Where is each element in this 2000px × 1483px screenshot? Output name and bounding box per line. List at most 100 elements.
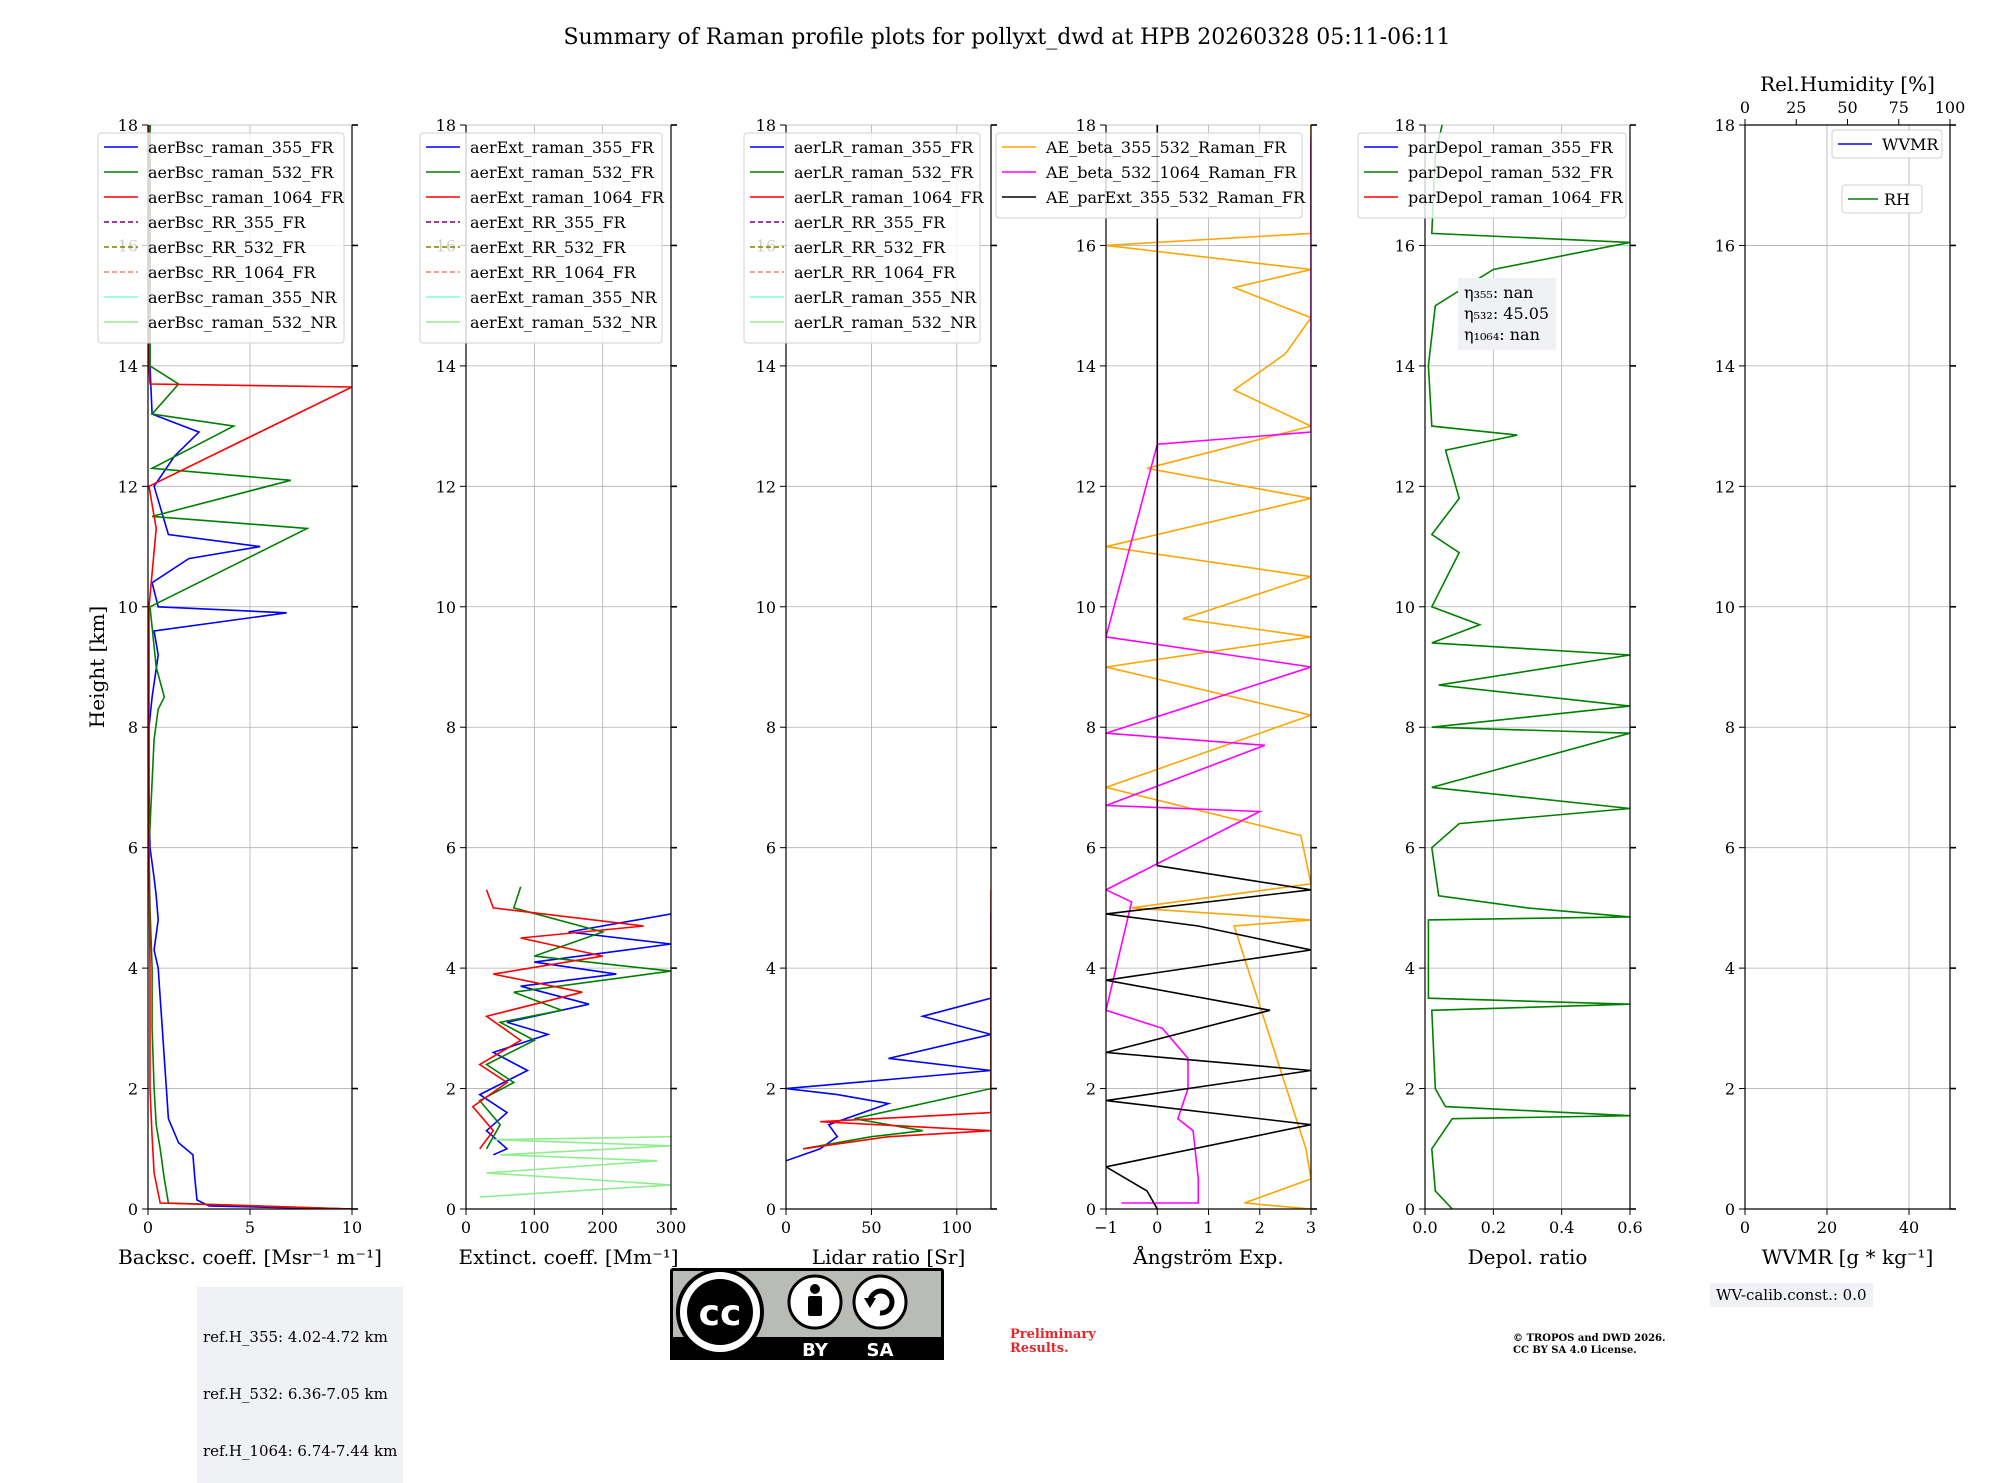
y-tick-label: 16 (1076, 236, 1096, 255)
legend-label-aerExt_RR_532_FR: aerExt_RR_532_FR (470, 238, 627, 257)
y-axis-label: Height [km] (85, 606, 109, 728)
cc-logo-inner (687, 1279, 753, 1345)
legend: aerBsc_raman_355_FR aerBsc_raman_532_FRae… (97, 132, 345, 344)
legend-box (97, 132, 345, 344)
legend-label-aerLR_RR_1064_FR: aerLR_RR_1064_FR (794, 263, 956, 282)
reference-height-box: ref.H_355: 4.02-4.72 km ref.H_532: 6.36-… (197, 1287, 404, 1483)
legend-box (1357, 132, 1627, 219)
y-tick-label: 8 (1086, 718, 1096, 737)
y-tick-label: 10 (1715, 598, 1735, 617)
y-tick-label: 12 (756, 477, 776, 496)
y-tick-label: 16 (1715, 236, 1735, 255)
x-tick-label: 0.0 (1412, 1218, 1437, 1237)
y-tick-label: 4 (1405, 959, 1415, 978)
legend-label-parDepol_raman_355_FR: parDepol_raman_355_FR (1408, 138, 1614, 157)
x-tick-label: 0 (1740, 1218, 1750, 1237)
y-tick-label: 0 (1725, 1200, 1735, 1219)
y-tick-label: 14 (1395, 357, 1415, 376)
legend-label-aerExt_raman_532_NR: aerExt_raman_532_NR (470, 313, 658, 332)
series-line-aerExt_raman_532_NR (479, 1135, 671, 1198)
legend: aerLR_raman_355_FR aerLR_raman_532_FR aerL… (743, 132, 984, 344)
legend-label-aerLR_raman_532_FR: aerLR_raman_532_FR (794, 163, 974, 182)
y-tick-label: 14 (118, 357, 138, 376)
y-tick-label: 4 (1086, 959, 1096, 978)
y-tick-label: 18 (1076, 116, 1096, 135)
panel-lidar_ratio: 024681012141618050100Lidar ratio [Sr]aer… (743, 116, 997, 1269)
preliminary-line2: Results. (1010, 1341, 1069, 1356)
legend-box (743, 132, 981, 344)
legend-label-aerExt_raman_355_FR: aerExt_raman_355_FR (470, 138, 655, 157)
sa-label: SA (867, 1340, 894, 1360)
y-tick-label: 8 (446, 718, 456, 737)
y-tick-label: 6 (766, 839, 776, 858)
figure: Summary of Raman profile plots for polly… (85, 25, 1966, 1360)
y-tick-label: 8 (1405, 718, 1415, 737)
by-label: BY (802, 1340, 829, 1360)
x-tick-label: 300 (656, 1218, 687, 1237)
attribution-icon-head (810, 1284, 820, 1294)
y-tick-label: 6 (446, 839, 456, 858)
series-group (1106, 125, 1311, 1209)
x-tick-label: 40 (1899, 1218, 1919, 1237)
y-tick-label: 12 (1395, 477, 1415, 496)
legend-label-aerBsc_raman_532_FR: aerBsc_raman_532_FR (148, 163, 334, 182)
legend-label-AE_beta_355_532_Raman_FR: AE_beta_355_532_Raman_FR (1045, 138, 1287, 157)
x-tick-label: 2 (1255, 1218, 1265, 1237)
y-tick-label: 18 (118, 116, 138, 135)
y-tick-label: 0 (1405, 1200, 1415, 1219)
x-tick-label: 100 (942, 1218, 973, 1237)
y-tick-label: 4 (1725, 959, 1735, 978)
series-line-parDepol_raman_532_FR (1427, 125, 1630, 1209)
y-tick-label: 14 (1715, 357, 1735, 376)
y-tick-label: 6 (1405, 839, 1415, 858)
y-tick-label: 0 (766, 1200, 776, 1219)
x-axis-label: Extinct. coeff. [Mm⁻¹] (458, 1245, 678, 1269)
panel-wvmr: 0 2 4 6 8 10 12 14 16 18 0 20 40 WVMR [g * kg⁻¹] 0 25 50… (1715, 72, 1966, 1269)
series-line-AE_parExt_355_532_Raman_FR (1106, 125, 1311, 1209)
y-tick-label: 6 (128, 839, 138, 858)
legend-label-AE_parExt_355_532_Raman_FR: AE_parExt_355_532_Raman_FR (1045, 188, 1306, 207)
x-tick-label: 0.2 (1481, 1218, 1506, 1237)
legend-label-RH: RH (1884, 190, 1910, 209)
series-line-aerExt_raman_1064_FR (471, 889, 644, 1150)
y-tick-label: 0 (128, 1200, 138, 1219)
legend: aerExt_raman_355_FR aerExt_raman_532_FRae… (419, 132, 665, 344)
copyright-note: © TROPOS and DWD 2026. CC BY SA 4.0 Lice… (1513, 1333, 1665, 1357)
legend-label-aerLR_raman_1064_FR: aerLR_raman_1064_FR (794, 188, 984, 207)
legend-label-parDepol_raman_1064_FR: parDepol_raman_1064_FR (1408, 188, 1624, 207)
legend-label-aerLR_raman_532_NR: aerLR_raman_532_NR (794, 313, 977, 332)
x2-tick-label: 100 (1935, 98, 1966, 117)
depol-annotation-line: η₃₅₅: nan (1464, 283, 1533, 302)
series-group (471, 886, 671, 1198)
legend-label-parDepol_raman_532_FR: parDepol_raman_532_FR (1408, 163, 1614, 182)
y-tick-label: 12 (436, 477, 456, 496)
y-tick-label: 4 (766, 959, 776, 978)
y-tick-label: 10 (1395, 598, 1415, 617)
y-tick-label: 4 (446, 959, 456, 978)
legend-label-aerBsc_RR_532_FR: aerBsc_RR_532_FR (148, 238, 306, 257)
ref-height-1064: ref.H_1064: 6.74-7.44 km (203, 1442, 398, 1460)
y-tick-label: 14 (1076, 357, 1096, 376)
y-tick-label: 4 (128, 959, 138, 978)
legend-box (1841, 184, 1923, 214)
series-line-AE_beta_355_532_Raman_FR (1106, 125, 1311, 1209)
series-line-aerLR_raman_532_FR (802, 938, 991, 1150)
y-tick-label: 2 (128, 1080, 138, 1099)
share-alike-icon-arrow (864, 1298, 876, 1308)
series-line-AE_beta_532_1064_Raman_FR (1106, 137, 1311, 1204)
x-tick-label: 5 (245, 1218, 255, 1237)
depol-annotation: η₃₅₅: nan η₅₃₂: 45.05 η₁₀₆₄: nan (1458, 278, 1556, 350)
legend-label-aerBsc_raman_355_FR: aerBsc_raman_355_FR (148, 138, 334, 157)
x2-tick-label: 0 (1740, 98, 1750, 117)
preliminary-results-note: Preliminary Results. (1010, 1328, 1096, 1356)
legend-box (1831, 129, 1943, 159)
x-tick-label: 0.6 (1617, 1218, 1642, 1237)
x2-axis-label: Rel.Humidity [%] (1760, 72, 1935, 96)
panel-backscatter: 0246810121416180510Backsc. coeff. [Msr⁻¹… (85, 116, 382, 1269)
y-tick-label: 12 (1076, 477, 1096, 496)
x-tick-label: 50 (861, 1218, 881, 1237)
series-group (148, 125, 352, 1209)
x-tick-label: 0 (781, 1218, 791, 1237)
y-tick-label: 0 (446, 1200, 456, 1219)
